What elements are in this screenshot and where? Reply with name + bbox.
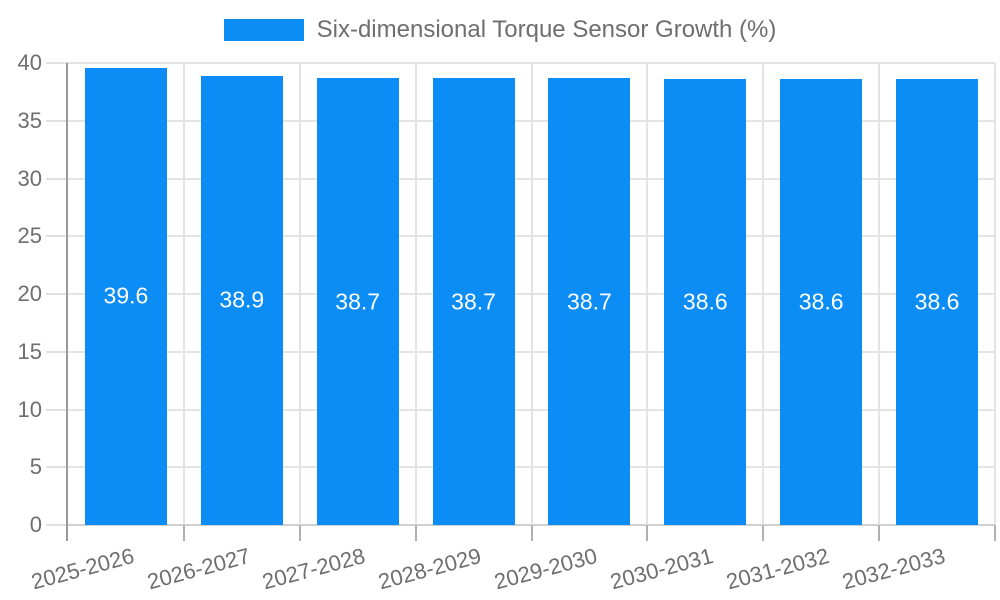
x-tick-label: 2029-2030 xyxy=(491,543,600,595)
x-tick-label: 2027-2028 xyxy=(260,543,369,595)
category-boundary-gridline xyxy=(994,63,996,525)
category-boundary-gridline xyxy=(298,63,301,525)
bar-value-label: 38.9 xyxy=(219,286,265,313)
y-tick-label: 25 xyxy=(17,223,42,249)
y-axis-tick xyxy=(46,350,68,353)
y-axis-line xyxy=(66,63,68,541)
bar: 38.6 xyxy=(780,79,863,525)
bar: 38.7 xyxy=(432,78,515,525)
y-tick-label: 35 xyxy=(17,107,42,133)
y-tick-label: 15 xyxy=(17,338,42,364)
category-boundary-gridline xyxy=(182,63,185,525)
x-tick-label: 2032-2033 xyxy=(839,543,948,595)
x-tick-label: 2030-2031 xyxy=(607,543,716,595)
x-tick-label: 2026-2027 xyxy=(144,543,253,595)
legend-swatch xyxy=(223,19,304,41)
y-axis-tick xyxy=(46,235,68,238)
x-tick-label: 2031-2032 xyxy=(723,543,832,595)
bar-value-label: 38.7 xyxy=(335,288,381,314)
x-axis-tick xyxy=(530,525,533,541)
bar: 38.7 xyxy=(316,78,399,525)
y-axis-tick xyxy=(46,177,68,180)
y-tick-label: 30 xyxy=(17,165,42,191)
bar-value-label: 39.6 xyxy=(103,282,149,309)
bar-value-label: 38.7 xyxy=(451,288,496,314)
y-tick-label: 40 xyxy=(17,50,42,75)
x-axis-tick xyxy=(414,525,417,541)
category-boundary-gridline xyxy=(878,63,881,525)
bar: 38.9 xyxy=(200,75,283,525)
x-axis-tick xyxy=(646,525,649,541)
y-axis-tick xyxy=(46,293,68,295)
bar-value-label: 38.6 xyxy=(798,288,844,315)
bar: 38.6 xyxy=(896,79,979,525)
y-tick-label: 10 xyxy=(17,396,42,422)
category-boundary-gridline xyxy=(414,63,417,525)
bar-value-label: 38.7 xyxy=(567,288,612,314)
x-axis-tick xyxy=(762,525,765,541)
x-axis-tick xyxy=(878,525,881,541)
bar: 39.6 xyxy=(84,67,167,525)
y-axis-tick xyxy=(46,466,68,469)
legend-label: Six-dimensional Torque Sensor Growth (%) xyxy=(316,16,777,43)
y-tick-label: 20 xyxy=(17,281,42,306)
bar: 38.7 xyxy=(548,78,631,525)
x-axis-tick xyxy=(994,525,996,541)
x-axis-tick xyxy=(182,525,185,541)
x-tick-label: 2025-2026 xyxy=(28,543,137,595)
category-boundary-gridline xyxy=(762,63,765,525)
plot-area: 39.6 38.9 38.7 38.7 38.7 38.6 38.6 38.6 xyxy=(68,62,996,526)
chart-legend-item[interactable]: Six-dimensional Torque Sensor Growth (%) xyxy=(0,16,1000,44)
y-tick-label: 0 xyxy=(29,512,42,537)
x-tick-label: 2028-2029 xyxy=(375,543,485,595)
bar-value-label: 38.6 xyxy=(914,288,960,315)
bar: 38.6 xyxy=(664,79,747,525)
bar-value-label: 38.6 xyxy=(682,288,728,315)
x-axis-tick xyxy=(298,525,301,541)
y-axis-tick xyxy=(46,119,68,122)
y-axis-tick xyxy=(46,524,68,526)
y-axis-tick xyxy=(46,62,68,64)
category-boundary-gridline xyxy=(646,63,649,525)
category-boundary-gridline xyxy=(530,63,533,525)
y-tick-label: 5 xyxy=(29,454,42,480)
y-axis-tick xyxy=(46,408,68,411)
